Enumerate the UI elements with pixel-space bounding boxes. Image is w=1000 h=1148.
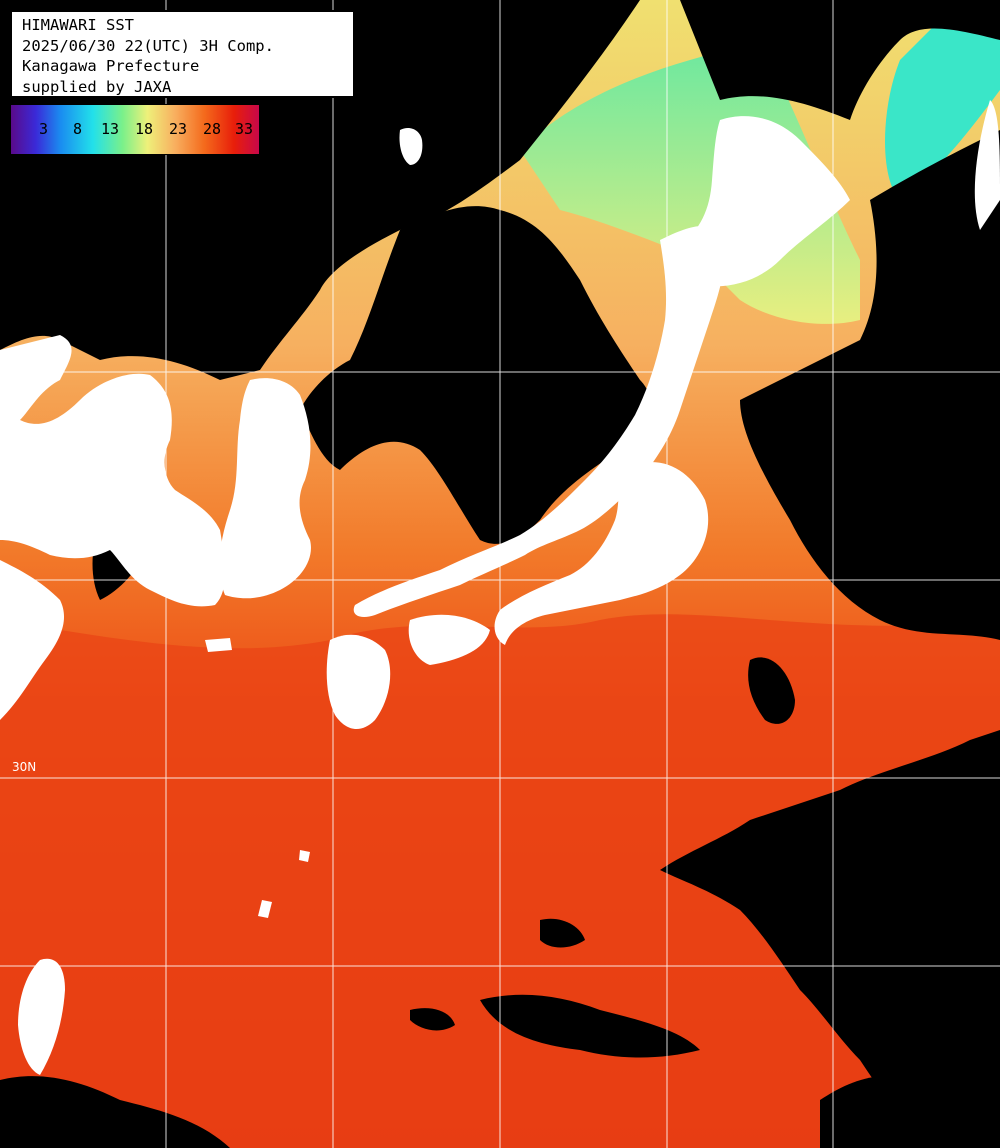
land-masses	[0, 100, 1000, 1075]
legend-label: 28	[203, 120, 222, 138]
map-info-box: HIMAWARI SST 2025/06/30 22(UTC) 3H Comp.…	[10, 10, 355, 98]
legend-labels: 3 8 13 18 23 28 33	[11, 120, 261, 140]
map-credit: supplied by JAXA	[22, 77, 172, 96]
map-title: HIMAWARI SST	[22, 16, 134, 34]
legend-label: 23	[169, 120, 188, 138]
legend-label: 3	[39, 120, 49, 138]
lat-label-40n: 40N	[12, 354, 37, 368]
legend-label: 18	[135, 120, 154, 138]
map-region: Kanagawa Prefecture	[22, 57, 200, 75]
lat-label-30n: 30N	[12, 760, 37, 774]
map-timestamp: 2025/06/30 22(UTC) 3H Comp.	[22, 36, 274, 55]
legend-label: 8	[73, 120, 83, 138]
okhotsk-cold-water	[885, 0, 1000, 200]
sst-color-legend: 3 8 13 18 23 28 33	[10, 104, 260, 155]
legend-label: 13	[101, 120, 120, 138]
legend-label: 33	[235, 120, 254, 138]
